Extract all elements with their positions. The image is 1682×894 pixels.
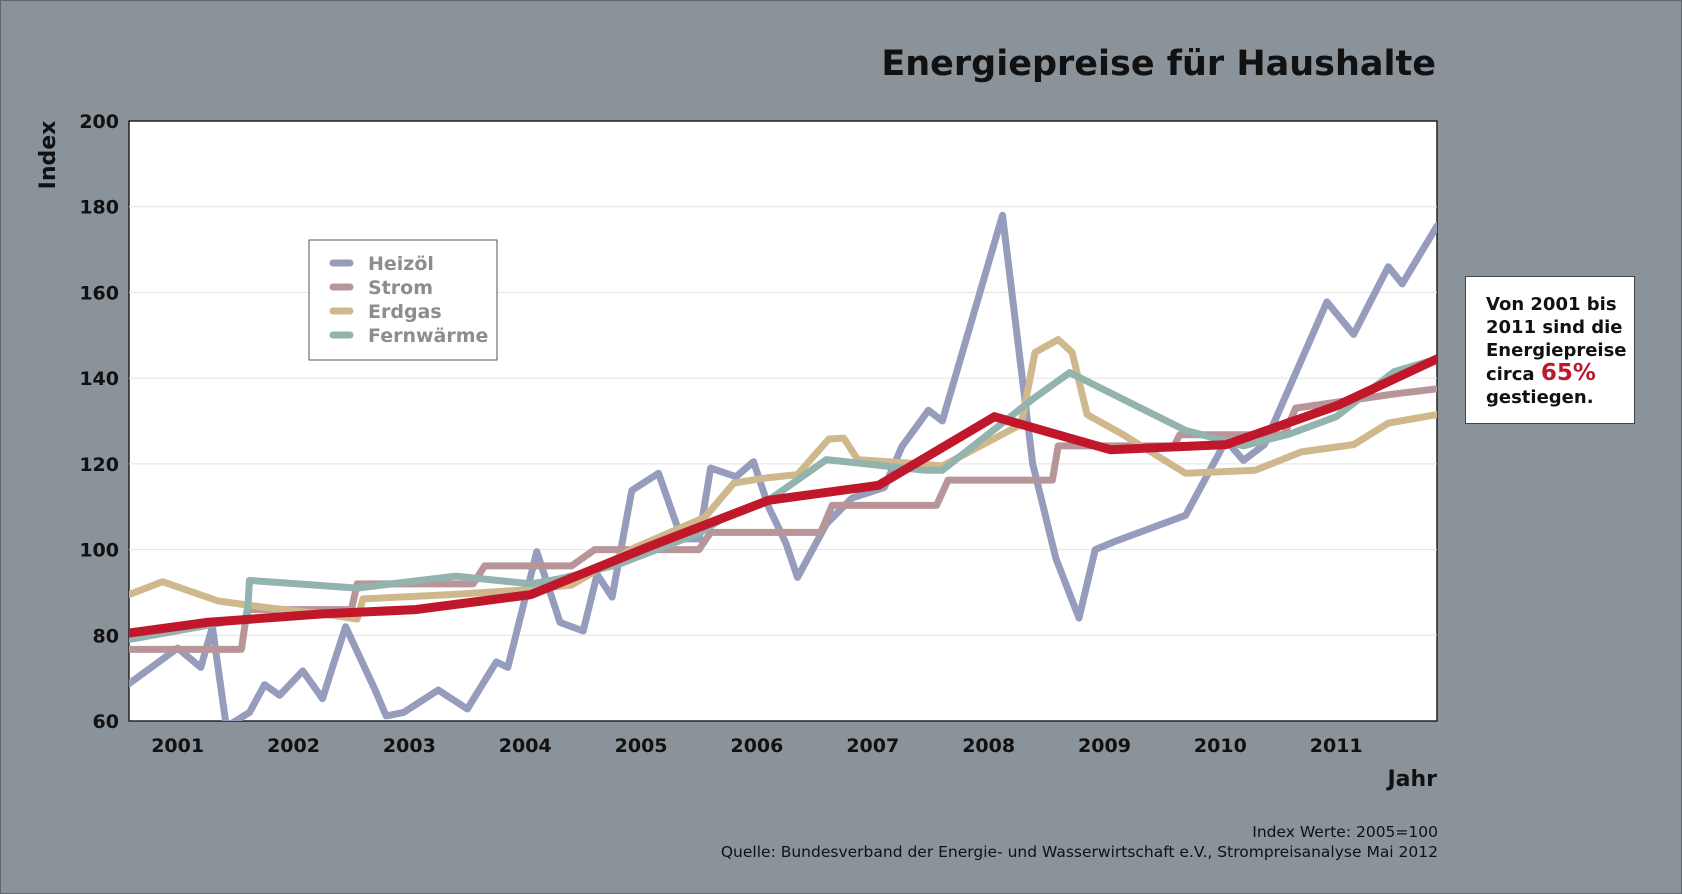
legend-label: Heizöl [368, 253, 434, 275]
callout-line-4: circa 65% [1486, 362, 1624, 386]
series-line-trend [129, 354, 1437, 638]
x-tick-label: 2001 [151, 735, 204, 757]
legend-label: Fernwärme [368, 325, 488, 347]
x-tick-label: 2010 [1194, 735, 1247, 757]
y-axis-label: Index [36, 121, 61, 190]
legend-label: Strom [368, 277, 433, 299]
series-lines [129, 211, 1437, 721]
index-note: Index Werte: 2005=100 [1252, 823, 1438, 841]
y-tick-label: 80 [93, 625, 119, 647]
y-tick-label: 120 [79, 454, 119, 476]
x-tick-label: 2011 [1310, 735, 1363, 757]
series-line-fernwaerme [129, 355, 1437, 644]
callout-line-1: Von 2001 bis [1486, 294, 1617, 315]
y-tick-label: 100 [79, 540, 119, 562]
summary-callout: Von 2001 bis 2011 sind die Energiepreise… [1465, 276, 1635, 424]
x-tick-label: 2005 [615, 735, 668, 757]
callout-percentage: 65% [1540, 360, 1596, 386]
source-note: Quelle: Bundesverband der Energie- und W… [720, 843, 1438, 861]
legend-label: Erdgas [368, 301, 442, 323]
page-title: Energiepreise für Haushalte [881, 44, 1436, 84]
x-tick-labels: 2001 2002 2003 2004 2005 2006 2007 2008 2009 2010… [151, 735, 1362, 757]
plot-area [128, 120, 1438, 722]
y-tick-label: 180 [79, 197, 119, 219]
y-tick-label: 200 [79, 111, 119, 133]
x-tick-label: 2003 [383, 735, 436, 757]
callout-line-3: Energiepreise [1486, 340, 1627, 361]
callout-line-2: 2011 sind die [1486, 317, 1623, 338]
y-tick-label: 140 [79, 368, 119, 390]
x-tick-label: 2002 [267, 735, 320, 757]
callout-line-5: gestiegen. [1486, 387, 1594, 408]
x-tick-label: 2008 [962, 735, 1015, 757]
x-tick-label: 2007 [846, 735, 899, 757]
footer-notes: Index Werte: 2005=100 Quelle: Bundesverb… [721, 822, 1438, 862]
x-tick-label: 2006 [730, 735, 783, 757]
x-axis-label: Jahr [1385, 767, 1437, 792]
x-tick-label: 2009 [1078, 735, 1131, 757]
y-tick-labels: 60 80 100 120 140 160 180 200 [79, 111, 119, 733]
y-tick-label: 160 [79, 282, 119, 304]
x-tick-label: 2004 [499, 735, 552, 757]
callout-circa: circa [1486, 364, 1535, 385]
y-tick-label: 60 [93, 711, 119, 733]
